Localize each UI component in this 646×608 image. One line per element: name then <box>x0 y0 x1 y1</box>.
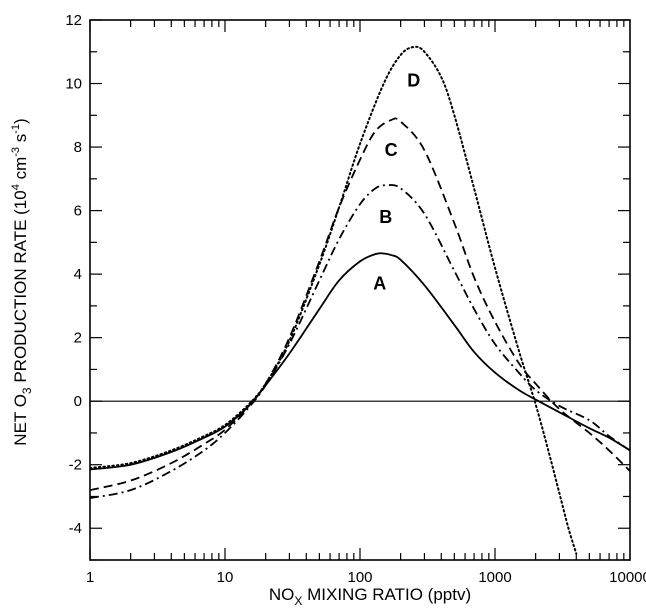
y-tick-label: -2 <box>69 457 82 474</box>
y-tick-label: 4 <box>74 266 82 283</box>
y-tick-label: 12 <box>65 12 82 29</box>
y-tick-label: 0 <box>74 393 82 410</box>
series-C-label: C <box>385 140 398 160</box>
series-C-line <box>90 117 630 491</box>
y-axis-title: NET O3 PRODUCTION RATE (104 cm-3 s-1) <box>10 118 34 445</box>
series-A-label: A <box>373 274 386 294</box>
y-tick-label: 6 <box>74 203 82 220</box>
x-axis-title: NOX MIXING RATIO (pptv) <box>269 585 471 608</box>
y-tick-label: 10 <box>65 76 82 93</box>
x-tick-label: 10 <box>217 569 234 586</box>
y-tick-label: 8 <box>74 139 82 156</box>
y-tick-label: -4 <box>69 520 82 537</box>
axis-ticks <box>89 19 630 561</box>
series-D-line <box>90 45 578 555</box>
curves <box>90 45 630 555</box>
x-tick-labels: 1 10 100 1000 10000 <box>86 569 646 586</box>
x-tick-label: 1 <box>86 569 94 586</box>
x-tick-label: 100 <box>347 569 372 586</box>
plot-border <box>89 19 631 561</box>
y-tick-labels: -4 -2 0 2 4 6 8 10 12 <box>65 12 82 537</box>
curve-labels: A B C D <box>373 70 420 293</box>
series-A-line <box>90 252 630 471</box>
x-tick-label: 1000 <box>478 569 511 586</box>
y-tick-label: 2 <box>74 330 82 347</box>
x-tick-label: 10000 <box>609 569 646 586</box>
series-B-label: B <box>379 207 392 227</box>
series-D-label: D <box>407 70 420 90</box>
plot-area <box>89 19 631 561</box>
